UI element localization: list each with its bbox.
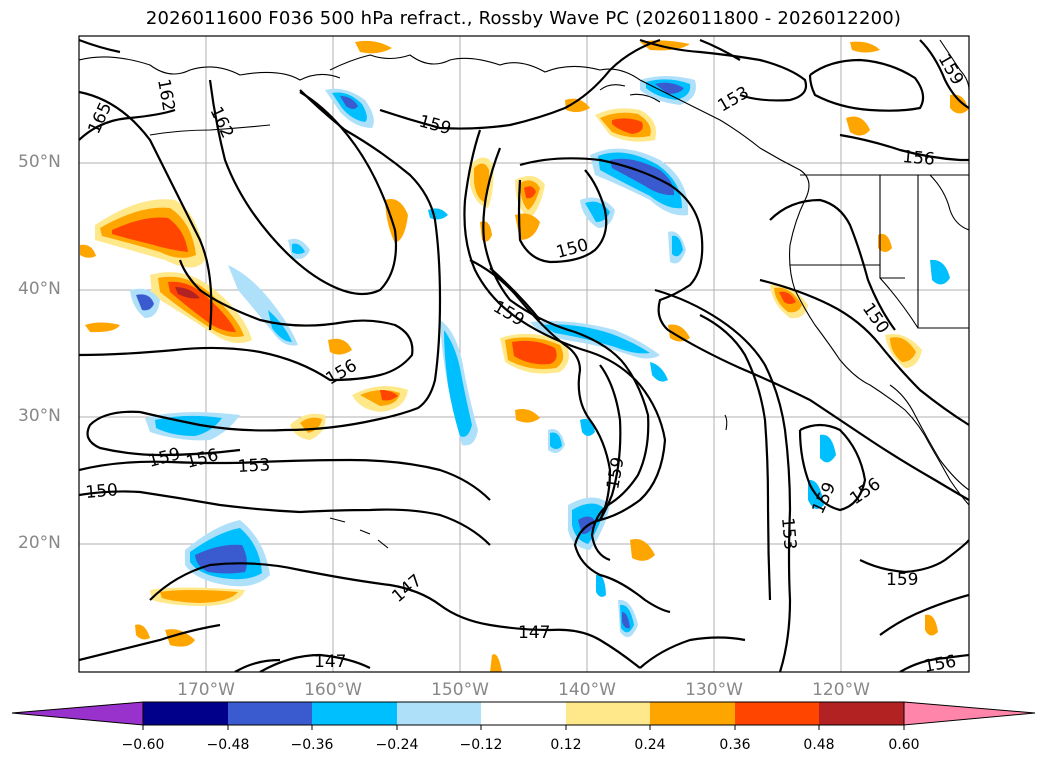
positive-anomaly-patch [500,333,569,374]
coastlines [79,39,969,549]
colorbar-bin [312,702,397,725]
lat-label: 30°N [18,406,61,426]
negative-anomaly-patch [440,320,478,446]
contour-label: 150 [85,480,119,503]
positive-anomaly-patch [80,244,938,672]
colorbar-tick-label: −0.24 [375,737,419,753]
lat-label: 50°N [18,152,61,172]
positive-anomaly-patch [150,272,252,344]
map-title: 2026011600 F036 500 hPa refract., Rossby… [145,8,902,29]
colorbar-tick-label: 0.36 [719,737,751,753]
lat-label: 40°N [18,279,61,299]
colorbar [11,701,1036,730]
colorbar-tick-label: 0.12 [550,737,582,753]
contour-label: 156 [902,147,936,170]
contour-label: 156 [922,652,957,677]
colorbar-bin [397,702,481,725]
negative-anomaly-patch [325,88,374,128]
negative-anomaly-patch [130,288,160,318]
positive-anomaly-patch [352,386,408,412]
colorbar-tick-label: 0.48 [803,737,835,753]
lon-label: 120°W [812,680,870,700]
colorbar-bin [650,702,735,725]
colorbar-bin [566,702,650,725]
contour-label: 153 [237,455,270,477]
colorbar-bin [143,702,228,725]
lon-label: 140°W [558,680,616,700]
colorbar-bin [735,702,819,725]
colorbar-tick-label: −0.36 [290,737,334,753]
colorbar-max-extend [903,701,1036,726]
negative-anomaly-patch [145,412,240,441]
lat-label: 20°N [18,533,61,553]
colorbar-min-extend [11,701,144,726]
negative-anomaly-patch [596,574,638,638]
colorbar-bin [819,702,904,725]
negative-anomaly-patch [640,40,880,105]
colorbar-tick-label: −0.60 [121,737,165,753]
colorbar-tick-label: 0.60 [888,737,920,753]
positive-anomaly-patch [470,157,545,242]
contour-label: 153 [777,517,800,551]
colorbar-tick-label: −0.48 [206,737,250,753]
colorbar-tick-label: −0.12 [459,737,503,753]
positive-anomaly-patch [328,338,352,355]
positive-anomaly-patch [515,409,655,561]
positive-anomaly-patch [95,199,205,268]
map-frame [78,35,970,673]
lon-label: 130°W [685,680,743,700]
positive-anomaly-patch [355,40,408,243]
colorbar-bin [228,702,312,725]
positive-anomaly-patch [565,98,656,142]
positive-anomaly-patch [668,94,968,368]
lon-label: 170°W [177,680,235,700]
contour-label: 147 [518,623,550,643]
contour-label: 159 [886,570,918,590]
contour-label: 147 [314,652,346,672]
colorbar-bin [481,702,566,725]
lon-label: 150°W [431,680,489,700]
height-contours [79,38,969,672]
negative-anomaly-patch [668,231,686,264]
colorbar-tick-label: 0.24 [634,737,666,753]
lon-label: 160°W [304,680,362,700]
negative-anomaly-patch [228,265,298,346]
